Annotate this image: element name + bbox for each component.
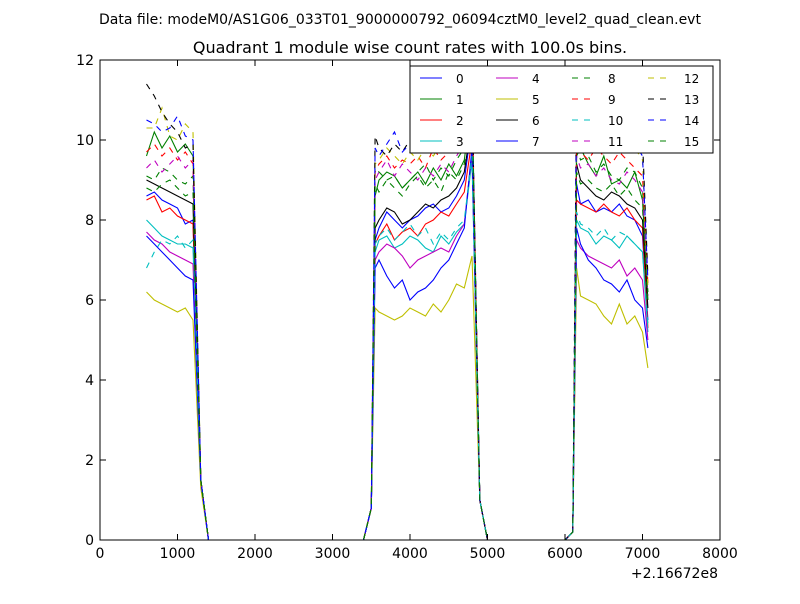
series-line-5	[146, 255, 649, 540]
legend-label-5: 5	[532, 93, 540, 107]
y-tick-label: 2	[85, 453, 94, 469]
x-tick-label: 5000	[470, 546, 506, 562]
legend-label-1: 1	[456, 93, 464, 107]
y-tick-label: 6	[85, 293, 94, 309]
legend-label-13: 13	[684, 93, 699, 107]
x-tick-label: 8000	[702, 546, 738, 562]
legend-label-14: 14	[684, 114, 699, 128]
legend-label-0: 0	[456, 72, 464, 86]
chart-title: Quadrant 1 module wise count rates with …	[193, 38, 627, 57]
legend-label-6: 6	[532, 114, 540, 128]
series-line-1	[145, 99, 649, 540]
legend-box	[409, 65, 714, 154]
x-tick-label: 2000	[237, 546, 273, 562]
legend-label-9: 9	[608, 93, 616, 107]
series-line-0	[146, 123, 649, 540]
series-line-10	[146, 155, 649, 540]
y-tick-label: 10	[76, 133, 94, 149]
legend-label-12: 12	[684, 72, 699, 86]
series-line-6	[146, 119, 649, 540]
x-tick-label: 0	[96, 546, 105, 562]
legend-label-10: 10	[608, 114, 623, 128]
x-tick-label: 7000	[625, 546, 661, 562]
legend-label-7: 7	[532, 135, 540, 149]
legend-label-3: 3	[456, 135, 464, 149]
legend-label-15: 15	[684, 135, 699, 149]
series-line-11	[146, 99, 649, 540]
legend-label-8: 8	[608, 72, 616, 86]
x-tick-label: 3000	[315, 546, 351, 562]
y-tick-label: 12	[76, 53, 94, 69]
y-tick-label: 0	[85, 533, 94, 549]
x-offset-label: +2.16672e8	[631, 566, 718, 582]
series-line-15	[146, 107, 649, 540]
x-tick-label: 1000	[160, 546, 196, 562]
x-tick-label: 6000	[547, 546, 583, 562]
series-line-9	[146, 87, 649, 540]
legend-label-4: 4	[532, 72, 540, 86]
file-title: Data file: modeM0/AS1G06_033T01_90000007…	[99, 12, 701, 28]
series-line-12	[146, 99, 649, 540]
series-line-7	[146, 147, 649, 540]
y-tick-label: 8	[85, 213, 94, 229]
x-tick-label: 4000	[392, 546, 428, 562]
legend-label-11: 11	[608, 135, 623, 149]
legend-label-2: 2	[456, 114, 464, 128]
y-tick-label: 4	[85, 373, 94, 389]
plot-area: 0 1000 2000 3000 4000 5000 6000 7000 80000246810…	[76, 53, 738, 562]
